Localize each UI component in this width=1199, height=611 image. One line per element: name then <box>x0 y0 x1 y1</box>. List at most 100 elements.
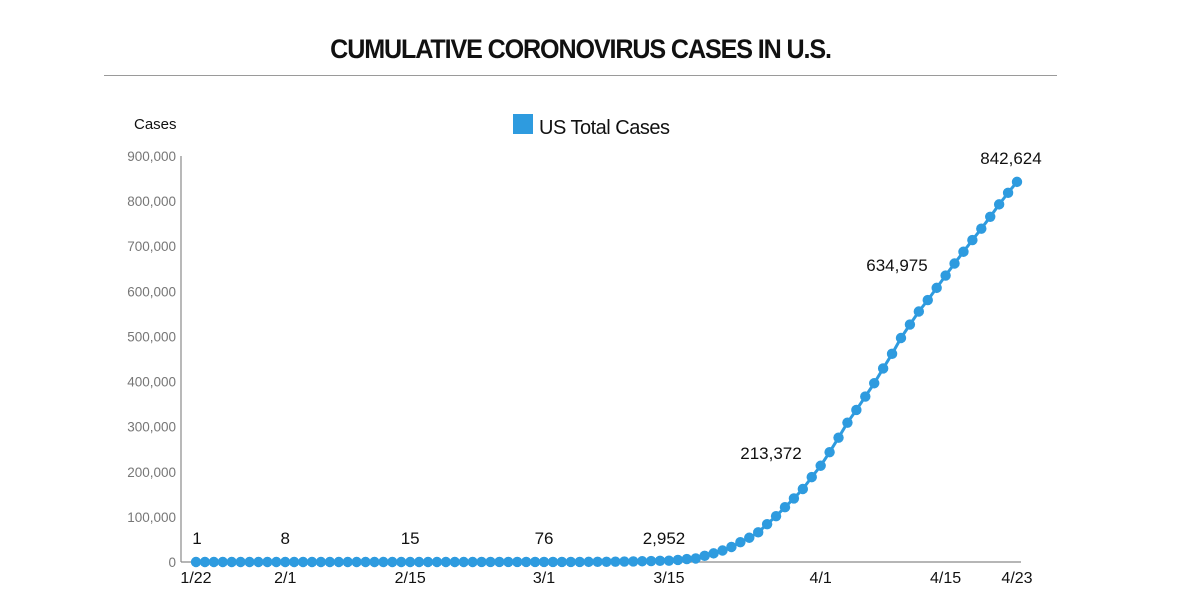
data-point <box>967 234 978 246</box>
data-point <box>949 258 960 269</box>
data-point <box>797 483 809 495</box>
data-point <box>297 556 309 568</box>
data-point <box>860 391 871 402</box>
data-point <box>387 556 398 568</box>
data-point <box>556 556 568 568</box>
data-point <box>244 556 255 568</box>
data-point <box>958 246 969 257</box>
data-point <box>744 532 755 543</box>
data-label: 8 <box>281 529 290 548</box>
data-label: 76 <box>535 529 554 548</box>
data-point <box>672 554 684 566</box>
y-tick-label: 100,000 <box>127 510 176 525</box>
data-point <box>619 556 630 567</box>
x-tick-label: 1/22 <box>180 570 211 587</box>
data-point <box>413 556 425 568</box>
data-point <box>842 417 853 428</box>
data-point <box>1011 176 1023 188</box>
data-point <box>815 460 826 471</box>
data-point <box>288 556 300 568</box>
data-point <box>708 548 719 559</box>
data-point <box>235 556 246 568</box>
series-us-total-cases <box>190 176 1023 568</box>
data-point <box>494 556 505 568</box>
data-labels: 1 8 15 76 2,952 213,372 634,975 842,624 <box>192 149 1041 548</box>
data-point <box>262 556 273 568</box>
x-tick-label: 2/1 <box>274 570 296 587</box>
data-point <box>449 556 460 568</box>
data-label: 2,952 <box>643 529 686 548</box>
data-point <box>306 556 318 568</box>
data-point <box>378 556 389 568</box>
data-point <box>271 556 282 568</box>
data-point <box>520 556 532 568</box>
data-point <box>253 556 264 568</box>
data-point <box>467 556 478 568</box>
x-tick-label: 4/15 <box>930 570 961 587</box>
data-point <box>280 556 291 568</box>
x-tick-label: 4/23 <box>1001 570 1032 587</box>
data-point <box>699 550 710 562</box>
data-point <box>690 553 701 564</box>
data-label: 842,624 <box>980 149 1041 168</box>
data-point <box>315 556 327 568</box>
data-point <box>779 502 791 513</box>
data-point <box>735 537 746 548</box>
data-point <box>851 404 862 416</box>
x-tick-label: 4/1 <box>810 570 832 587</box>
data-point <box>931 282 942 294</box>
data-point <box>458 556 469 568</box>
data-point <box>217 556 228 568</box>
data-point <box>922 294 933 306</box>
legend-swatch <box>513 114 533 134</box>
data-point <box>360 556 371 568</box>
x-tick-label: 3/15 <box>653 570 684 587</box>
data-point <box>208 556 220 568</box>
data-point <box>574 556 585 568</box>
data-point <box>869 378 880 389</box>
data-point <box>663 555 675 566</box>
data-point <box>512 556 523 568</box>
data-point <box>601 556 612 567</box>
data-point <box>806 471 817 483</box>
data-label: 634,975 <box>866 256 927 275</box>
y-ticks: 0 100,000 200,000 300,000 400,000 500,000 600,… <box>127 149 176 570</box>
data-point <box>788 493 800 504</box>
data-point <box>913 306 925 317</box>
title-divider <box>104 75 1057 76</box>
data-point <box>770 510 782 522</box>
data-point <box>877 363 889 374</box>
y-tick-label: 800,000 <box>127 194 176 209</box>
y-tick-label: 0 <box>168 555 176 570</box>
data-point <box>342 556 353 568</box>
data-point <box>726 541 737 553</box>
data-point <box>583 556 594 568</box>
data-point <box>1002 187 1014 199</box>
series-line <box>196 180 1019 564</box>
data-point <box>636 556 648 567</box>
data-point <box>886 348 898 360</box>
data-point <box>654 555 666 566</box>
data-point <box>681 553 693 565</box>
data-point <box>538 556 550 568</box>
data-point <box>610 556 621 567</box>
data-point <box>717 545 728 556</box>
data-point <box>833 432 844 443</box>
y-tick-label: 600,000 <box>127 284 176 299</box>
data-label: 1 <box>192 529 201 548</box>
data-point <box>592 556 603 568</box>
data-point <box>645 555 657 567</box>
y-tick-label: 700,000 <box>127 239 176 254</box>
y-axis-label: Cases <box>134 116 177 133</box>
data-point <box>547 556 559 568</box>
data-point <box>985 211 996 223</box>
data-point <box>993 199 1005 210</box>
data-point <box>503 556 514 568</box>
chart-title: CUMULATIVE CORONOVIRUS CASES IN U.S. <box>330 34 832 64</box>
data-label: 213,372 <box>740 444 801 463</box>
x-tick-label: 2/15 <box>395 570 426 587</box>
data-point <box>485 556 496 568</box>
data-point <box>753 527 764 538</box>
data-point <box>324 556 336 568</box>
